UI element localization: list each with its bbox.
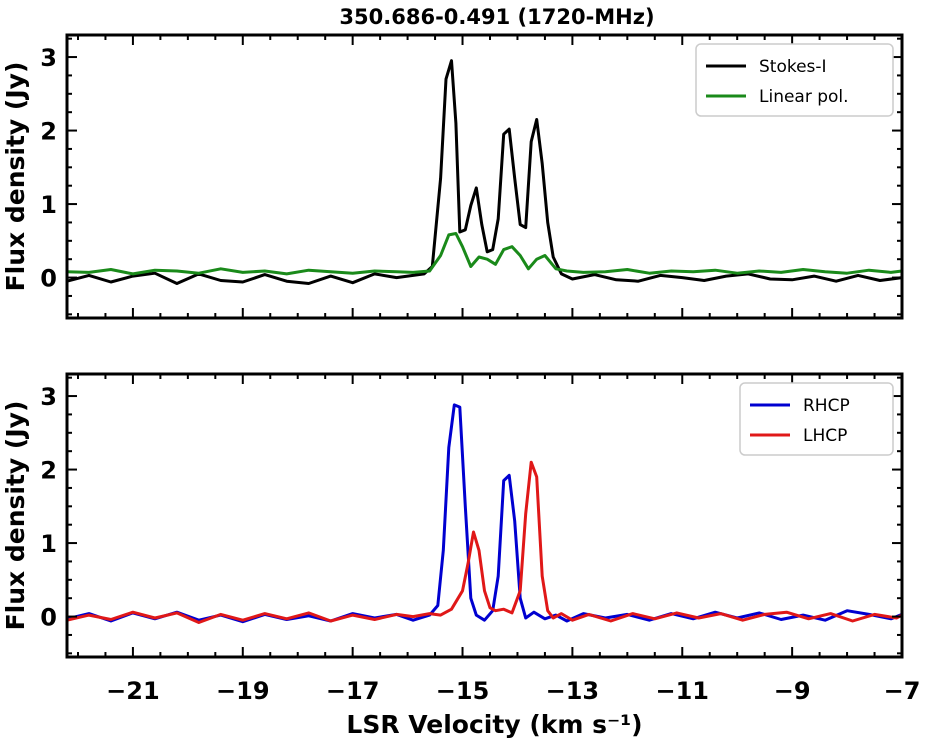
series-line-lhcp bbox=[66, 460, 903, 624]
x-tick-label: −7 bbox=[884, 677, 921, 705]
x-tick-label: −13 bbox=[546, 677, 600, 705]
x-tick-label: −17 bbox=[326, 677, 380, 705]
y-tick-label: 1 bbox=[40, 530, 57, 558]
y-tick-label: 1 bbox=[40, 191, 57, 219]
plot-frame bbox=[65, 33, 904, 320]
y-axis-title: Flux density (Jy) bbox=[1, 62, 30, 292]
series-line-linear-pol bbox=[66, 232, 903, 276]
series-line-stokes-i bbox=[66, 59, 903, 285]
x-tick-label: −21 bbox=[106, 677, 160, 705]
plot-frame bbox=[65, 372, 904, 659]
y-tick-label: 2 bbox=[40, 457, 57, 485]
x-axis-title: LSR Velocity (km s⁻¹) bbox=[346, 710, 642, 739]
legend: RHCP LHCP bbox=[739, 382, 894, 456]
top-panel: 0 1 2 3 Flux density (Jy) Stokes-I Linear pol. bbox=[1, 33, 904, 320]
y-tick-label: 0 bbox=[40, 604, 57, 632]
y-tick-label: 2 bbox=[40, 118, 57, 146]
figure-title: 350.686-0.491 (1720-MHz) bbox=[339, 5, 654, 29]
x-tick-label: −11 bbox=[656, 677, 710, 705]
y-axis-title: Flux density (Jy) bbox=[1, 401, 30, 631]
bottom-panel: 0 1 2 3 −21 −19 −17 −15 −13 −11 −9 −7 LSR Velocity (… bbox=[1, 372, 921, 739]
legend: Stokes-I Linear pol. bbox=[695, 43, 894, 117]
legend-box bbox=[739, 382, 894, 456]
legend-label: Stokes-I bbox=[759, 57, 827, 77]
y-tick-label: 0 bbox=[40, 265, 57, 293]
y-tick-label: 3 bbox=[40, 44, 57, 72]
legend-box bbox=[695, 43, 894, 117]
y-tick-label: 3 bbox=[40, 383, 57, 411]
legend-label: RHCP bbox=[803, 396, 850, 416]
x-tick-label: −15 bbox=[436, 677, 490, 705]
legend-label: LHCP bbox=[803, 426, 847, 446]
legend-label: Linear pol. bbox=[759, 87, 849, 107]
x-tick-label: −9 bbox=[774, 677, 811, 705]
x-tick-label: −19 bbox=[216, 677, 270, 705]
